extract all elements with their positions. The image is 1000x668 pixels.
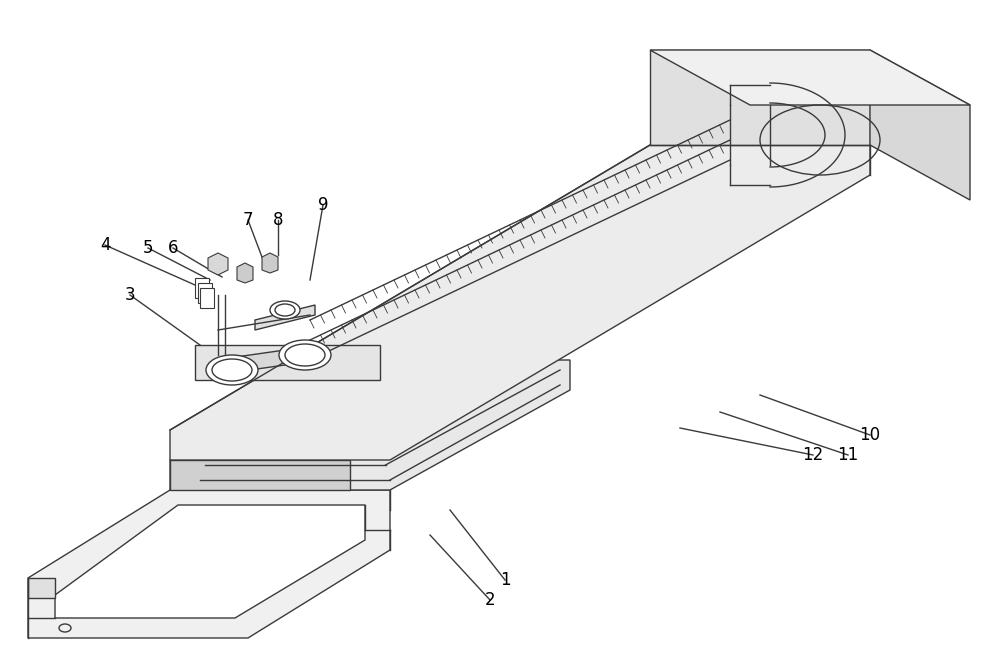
Ellipse shape	[270, 301, 300, 319]
Ellipse shape	[285, 344, 325, 366]
Polygon shape	[650, 50, 970, 105]
Polygon shape	[28, 490, 390, 638]
Text: 5: 5	[143, 239, 153, 257]
Text: 9: 9	[318, 196, 328, 214]
Polygon shape	[870, 50, 970, 200]
Bar	[198, 283, 212, 303]
Ellipse shape	[206, 355, 258, 385]
Ellipse shape	[212, 359, 252, 381]
Polygon shape	[55, 505, 365, 618]
Bar	[195, 278, 209, 298]
Text: 10: 10	[859, 426, 881, 444]
Polygon shape	[650, 50, 870, 145]
Polygon shape	[208, 253, 228, 275]
Text: 8: 8	[273, 211, 283, 229]
Ellipse shape	[279, 340, 331, 370]
Text: 4: 4	[100, 236, 110, 254]
Polygon shape	[170, 460, 350, 490]
Polygon shape	[237, 263, 253, 283]
Polygon shape	[255, 305, 315, 330]
Text: 12: 12	[802, 446, 824, 464]
Polygon shape	[170, 360, 570, 490]
Polygon shape	[215, 345, 320, 375]
Text: 7: 7	[243, 211, 253, 229]
Polygon shape	[170, 145, 870, 460]
Text: 3: 3	[125, 286, 135, 304]
Ellipse shape	[275, 304, 295, 316]
Text: 2: 2	[485, 591, 495, 609]
Text: 6: 6	[168, 239, 178, 257]
Text: 11: 11	[837, 446, 859, 464]
Polygon shape	[262, 253, 278, 273]
Polygon shape	[28, 578, 55, 598]
Polygon shape	[195, 345, 380, 380]
Bar	[200, 288, 214, 308]
Text: 1: 1	[500, 571, 510, 589]
